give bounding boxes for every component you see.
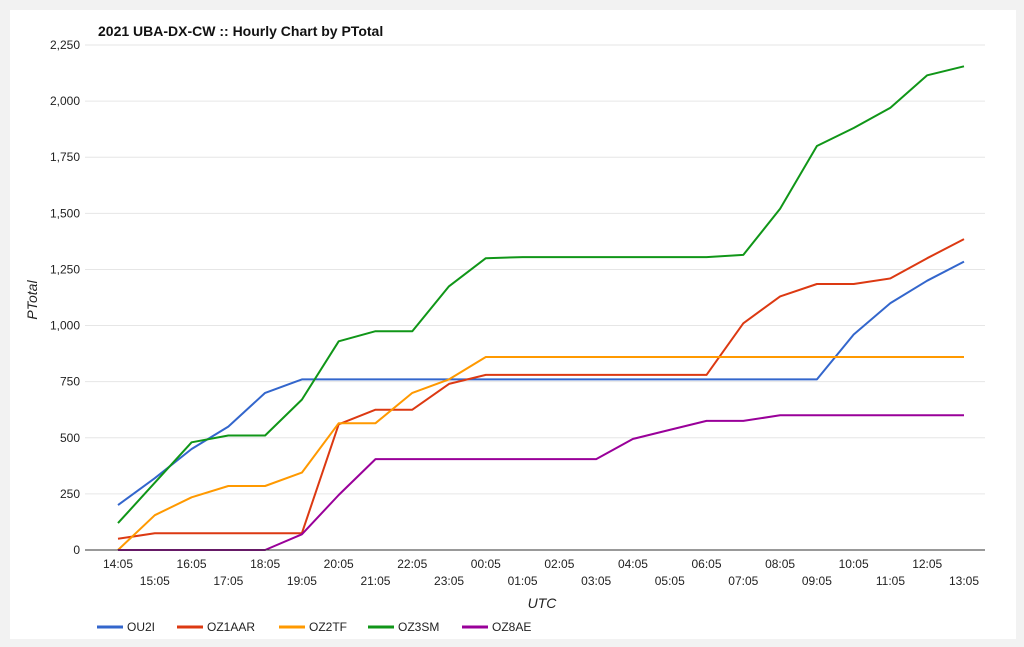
x-axis-ticks: 14:05 15:05 16:05 17:05 18:05 19:05 20:05 21:05… bbox=[103, 557, 979, 588]
x-tick-label: 05:05 bbox=[655, 574, 685, 588]
legend-item-oz8ae[interactable]: OZ8AE bbox=[462, 620, 531, 634]
x-tick-label: 21:05 bbox=[360, 574, 390, 588]
legend: OU2I OZ1AAR OZ2TF OZ3SM OZ8AE bbox=[97, 620, 531, 634]
legend-item-ou2i[interactable]: OU2I bbox=[97, 620, 155, 634]
y-tick-label: 250 bbox=[60, 487, 80, 501]
x-tick-label: 13:05 bbox=[949, 574, 979, 588]
x-tick-label: 22:05 bbox=[397, 557, 427, 571]
legend-item-oz2tf[interactable]: OZ2TF bbox=[279, 620, 347, 634]
x-tick-label: 03:05 bbox=[581, 574, 611, 588]
x-tick-label: 19:05 bbox=[287, 574, 317, 588]
x-tick-label: 09:05 bbox=[802, 574, 832, 588]
series-line-oz2tf bbox=[117, 356, 964, 551]
x-tick-label: 12:05 bbox=[912, 557, 942, 571]
x-tick-label: 14:05 bbox=[103, 557, 133, 571]
y-axis-title: PTotal bbox=[24, 280, 40, 320]
gridlines bbox=[85, 44, 985, 495]
x-tick-label: 20:05 bbox=[324, 557, 354, 571]
chart-title: 2021 UBA-DX-CW :: Hourly Chart by PTotal bbox=[98, 23, 383, 39]
x-tick-label: 00:05 bbox=[471, 557, 501, 571]
x-tick-label: 10:05 bbox=[839, 557, 869, 571]
x-tick-label: 08:05 bbox=[765, 557, 795, 571]
series-lines bbox=[117, 65, 965, 551]
y-tick-label: 750 bbox=[60, 375, 80, 389]
chart-card: 2021 UBA-DX-CW :: Hourly Chart by PTotal… bbox=[10, 10, 1016, 639]
y-tick-label: 2,250 bbox=[50, 38, 80, 52]
y-tick-label: 1,500 bbox=[50, 206, 80, 220]
x-tick-label: 11:05 bbox=[876, 574, 905, 588]
legend-label: OZ1AAR bbox=[207, 620, 255, 634]
y-tick-label: 0 bbox=[73, 543, 80, 557]
y-axis-ticks: 0 250 500 750 1,000 1,250 1,500 1,750 2,000 2,250 bbox=[50, 38, 80, 557]
legend-label: OZ3SM bbox=[398, 620, 439, 634]
x-tick-label: 16:05 bbox=[177, 557, 207, 571]
x-tick-label: 04:05 bbox=[618, 557, 648, 571]
x-tick-label: 06:05 bbox=[692, 557, 722, 571]
series-line-oz3sm bbox=[117, 65, 965, 524]
series-line-ou2i bbox=[117, 260, 965, 506]
legend-item-oz1aar[interactable]: OZ1AAR bbox=[177, 620, 255, 634]
y-tick-label: 2,000 bbox=[50, 94, 80, 108]
x-tick-label: 02:05 bbox=[544, 557, 574, 571]
x-tick-label: 17:05 bbox=[213, 574, 243, 588]
legend-label: OZ8AE bbox=[492, 620, 531, 634]
x-axis-title: UTC bbox=[528, 595, 558, 611]
series-line-oz1aar bbox=[117, 238, 965, 540]
y-tick-label: 1,750 bbox=[50, 150, 80, 164]
x-tick-label: 07:05 bbox=[728, 574, 758, 588]
legend-label: OZ2TF bbox=[309, 620, 347, 634]
x-tick-label: 23:05 bbox=[434, 574, 464, 588]
y-tick-label: 1,000 bbox=[50, 319, 80, 333]
x-tick-label: 01:05 bbox=[508, 574, 538, 588]
legend-label: OU2I bbox=[127, 620, 155, 634]
y-tick-label: 500 bbox=[60, 431, 80, 445]
chart: 2021 UBA-DX-CW :: Hourly Chart by PTotal… bbox=[24, 23, 985, 634]
x-tick-label: 18:05 bbox=[250, 557, 280, 571]
x-tick-label: 15:05 bbox=[140, 574, 170, 588]
y-tick-label: 1,250 bbox=[50, 262, 80, 276]
legend-item-oz3sm[interactable]: OZ3SM bbox=[368, 620, 439, 634]
